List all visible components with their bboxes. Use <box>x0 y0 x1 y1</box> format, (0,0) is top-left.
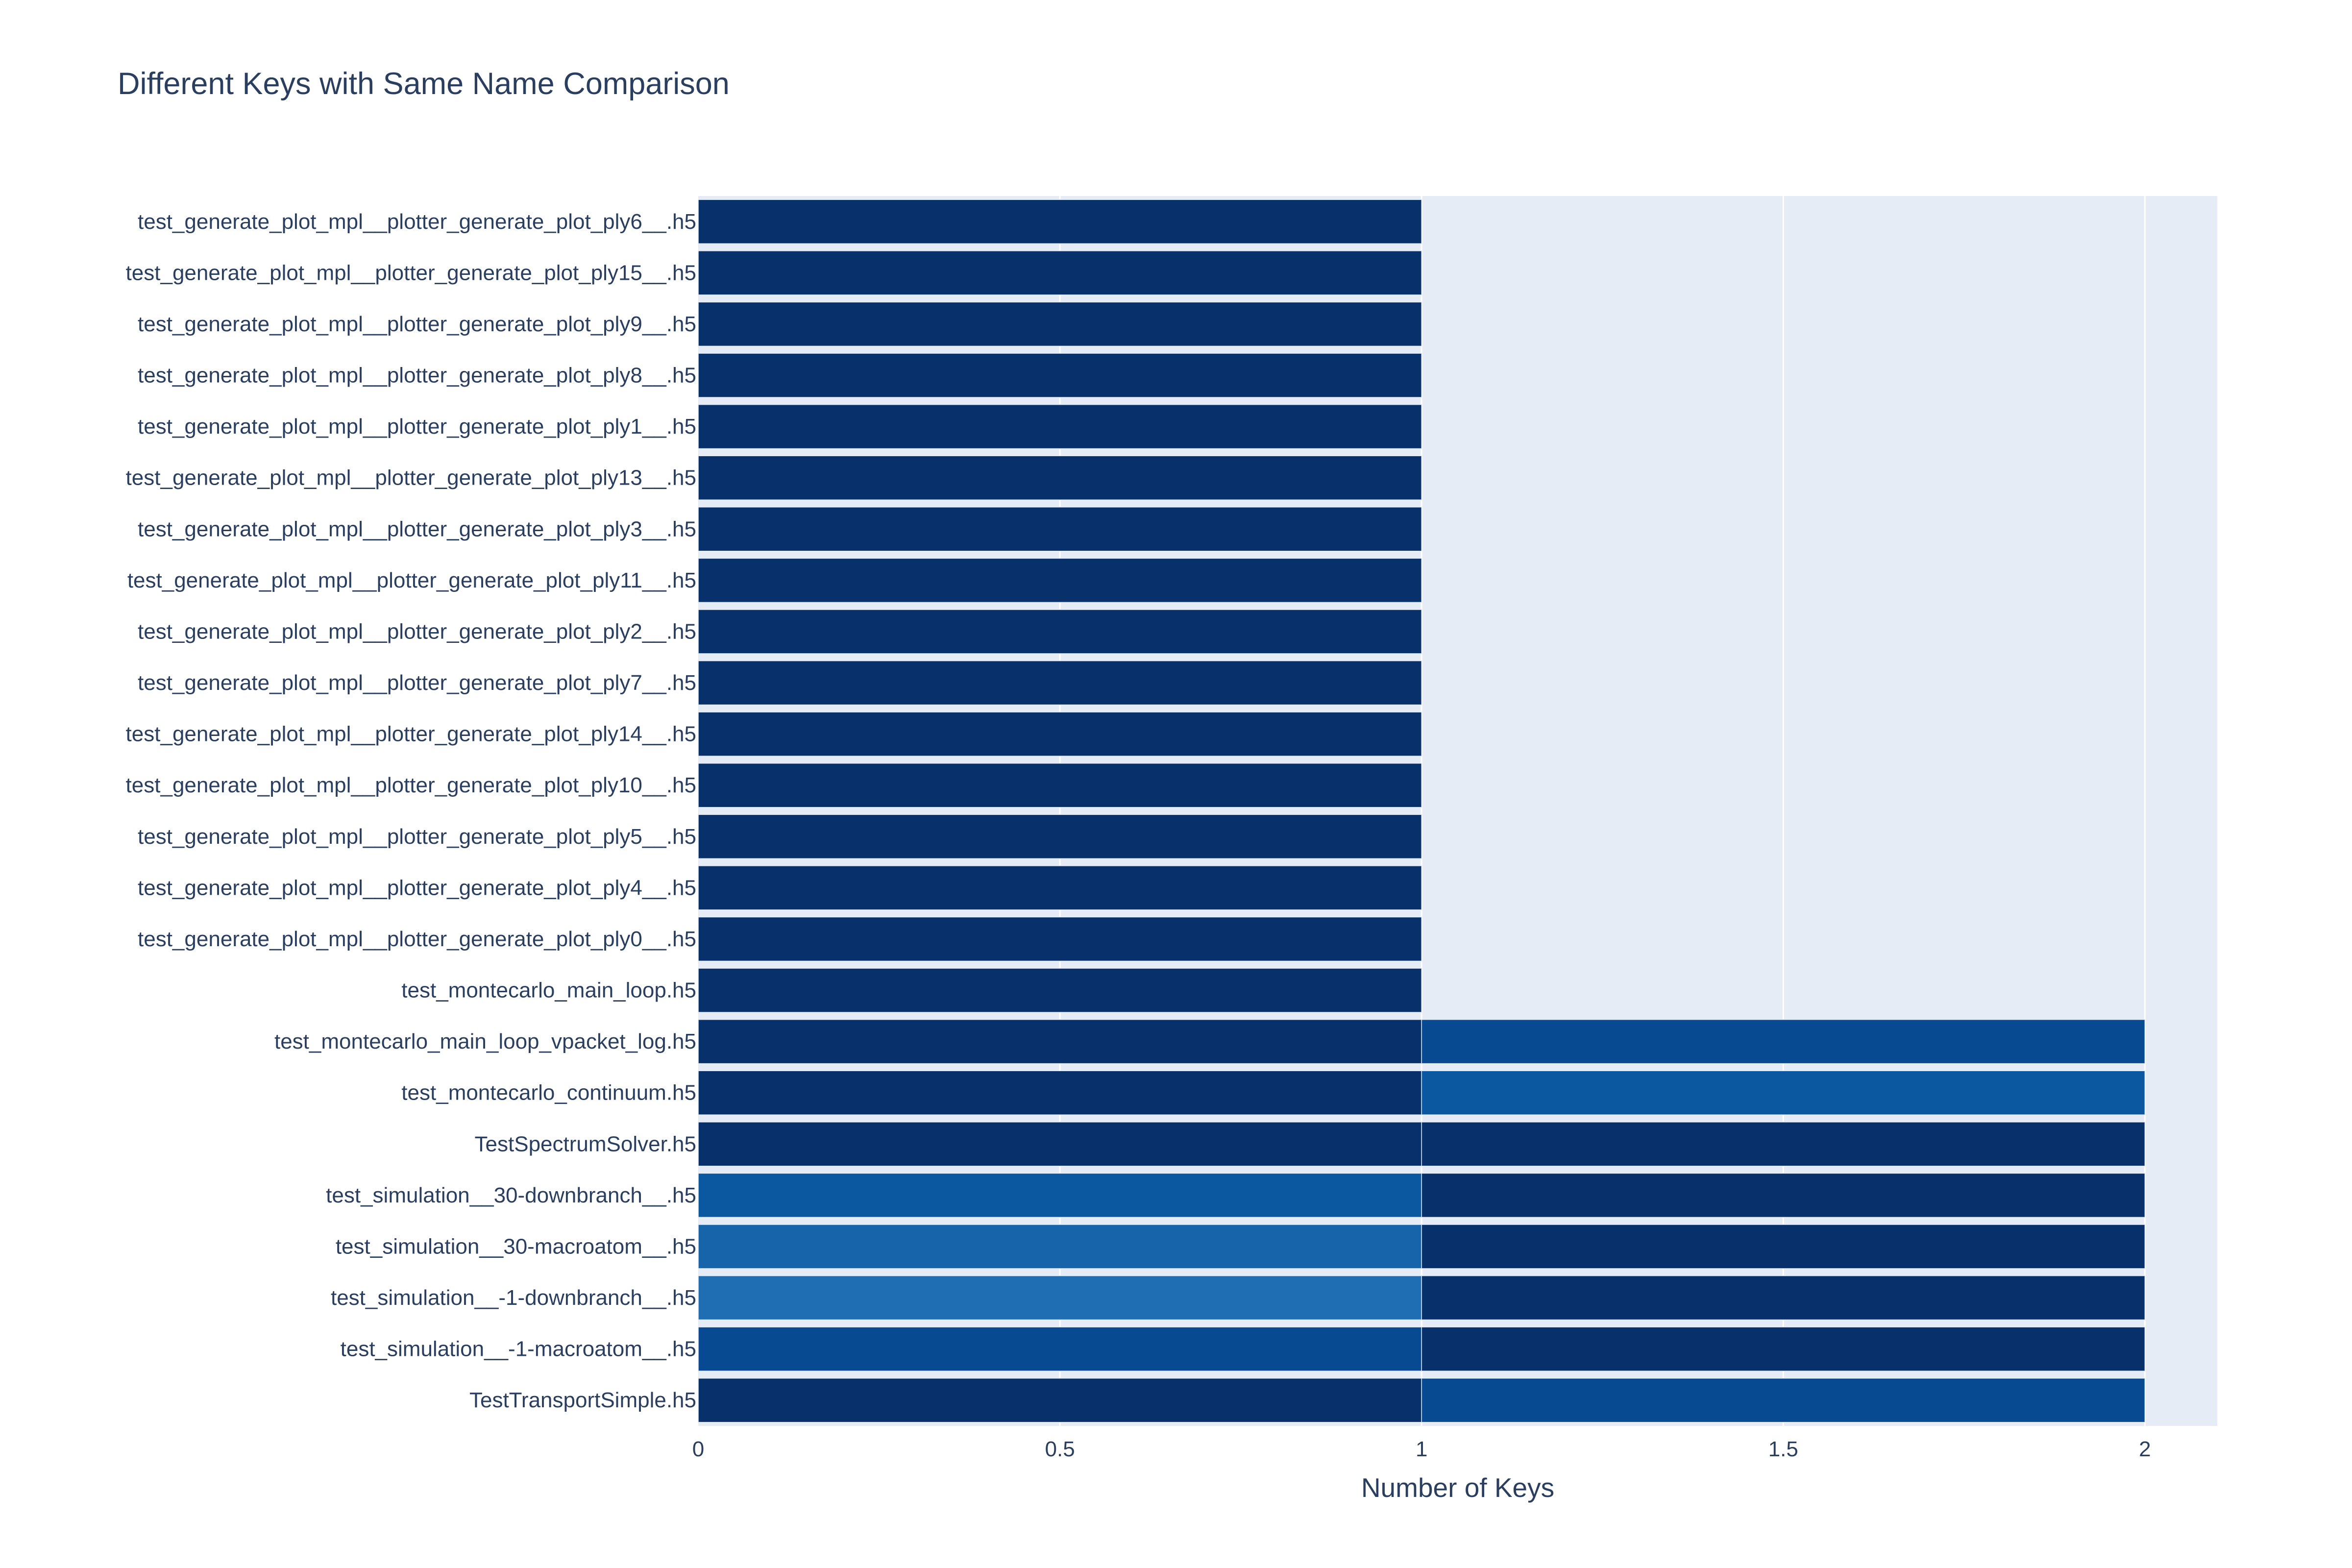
bar-segment-1 <box>698 660 1422 706</box>
y-axis-tick-labels: TestTransportSimple.h5 test_simulation__-… <box>126 210 696 1412</box>
y-tick-label: test_generate_plot_mpl__plotter_generate… <box>126 466 696 490</box>
y-tick-label: test_generate_plot_mpl__plotter_generate… <box>138 876 696 900</box>
x-tick-label: 1 <box>1416 1437 1427 1461</box>
bar-segment-1 <box>698 865 1422 910</box>
y-tick-label: test_generate_plot_mpl__plotter_generate… <box>126 773 696 797</box>
bar-segment-2 <box>1421 1224 2146 1269</box>
bar-segment-1 <box>698 1275 1422 1321</box>
bar-segment-1 <box>698 1122 1422 1167</box>
bar-segment-1 <box>698 404 1422 449</box>
y-tick-label: test_generate_plot_mpl__plotter_generate… <box>138 517 696 541</box>
y-tick-label: test_generate_plot_mpl__plotter_generate… <box>126 261 696 285</box>
bar-segment-1 <box>698 1377 1422 1423</box>
bar-segment-1 <box>698 1326 1422 1372</box>
bar-segment-1 <box>698 301 1422 347</box>
y-tick-label: test_generate_plot_mpl__plotter_generate… <box>138 364 696 388</box>
grid-lines <box>1059 196 2146 1426</box>
x-tick-label: 0 <box>692 1437 704 1461</box>
x-tick-label: 1.5 <box>1768 1437 1798 1461</box>
bar-segment-2 <box>1421 1275 2146 1321</box>
y-tick-label: test_generate_plot_mpl__plotter_generate… <box>138 312 696 336</box>
bar-segment-1 <box>698 455 1422 500</box>
bar-segment-1 <box>698 199 1422 245</box>
y-tick-label: test_generate_plot_mpl__plotter_generate… <box>127 568 696 592</box>
y-tick-label: test_simulation__-1-macroatom__.h5 <box>341 1337 696 1361</box>
x-tick-label: 2 <box>2139 1437 2151 1461</box>
y-tick-label: test_montecarlo_main_loop_vpacket_log.h5 <box>274 1029 696 1054</box>
bar-segment-1 <box>698 1019 1422 1064</box>
bar-segment-1 <box>698 814 1422 859</box>
bar-segment-1 <box>698 250 1422 295</box>
bar-segment-2 <box>1421 1070 2146 1115</box>
bar-segment-2 <box>1421 1173 2146 1218</box>
y-tick-label: TestTransportSimple.h5 <box>469 1388 696 1412</box>
bar-segment-2 <box>1421 1019 2146 1064</box>
y-tick-label: test_simulation__30-macroatom__.h5 <box>336 1234 696 1258</box>
bar-segment-1 <box>698 711 1422 757</box>
bar-segment-2 <box>1421 1377 2146 1423</box>
bar-series <box>698 199 2146 1423</box>
y-tick-label: test_simulation__-1-downbranch__.h5 <box>331 1286 696 1310</box>
y-tick-label: test_montecarlo_continuum.h5 <box>401 1081 696 1105</box>
bar-segment-1 <box>698 353 1422 398</box>
bar-segment-1 <box>698 916 1422 962</box>
bar-segment-1 <box>698 968 1422 1013</box>
y-tick-label: test_simulation__30-downbranch__.h5 <box>326 1183 696 1207</box>
x-axis-tick-labels: 0 0.5 1 1.5 2 <box>692 1437 2151 1461</box>
y-tick-label: test_generate_plot_mpl__plotter_generate… <box>138 927 696 951</box>
bar-segment-2 <box>1421 1122 2146 1167</box>
bar-segment-1 <box>698 1224 1422 1269</box>
y-tick-label: test_montecarlo_main_loop.h5 <box>401 979 696 1003</box>
bar-segment-1 <box>698 609 1422 654</box>
y-tick-label: test_generate_plot_mpl__plotter_generate… <box>138 825 696 849</box>
y-tick-label: test_generate_plot_mpl__plotter_generate… <box>138 671 696 695</box>
y-tick-label: test_generate_plot_mpl__plotter_generate… <box>138 619 696 643</box>
x-axis-title: Number of Keys <box>1361 1472 1554 1503</box>
y-tick-label: test_generate_plot_mpl__plotter_generate… <box>138 210 696 234</box>
y-tick-label: TestSpectrumSolver.h5 <box>475 1132 696 1156</box>
x-tick-label: 0.5 <box>1045 1437 1075 1461</box>
y-tick-label: test_generate_plot_mpl__plotter_generate… <box>126 722 696 746</box>
bar-segment-1 <box>698 558 1422 603</box>
bar-segment-2 <box>1421 1326 2146 1372</box>
y-tick-label: test_generate_plot_mpl__plotter_generate… <box>138 415 696 439</box>
bar-segment-1 <box>698 1173 1422 1218</box>
bar-segment-1 <box>698 507 1422 552</box>
plot-background <box>698 196 2217 1426</box>
chart-title: Different Keys with Same Name Comparison <box>118 67 730 101</box>
bar-segment-1 <box>698 1070 1422 1115</box>
bar-segment-1 <box>698 762 1422 808</box>
